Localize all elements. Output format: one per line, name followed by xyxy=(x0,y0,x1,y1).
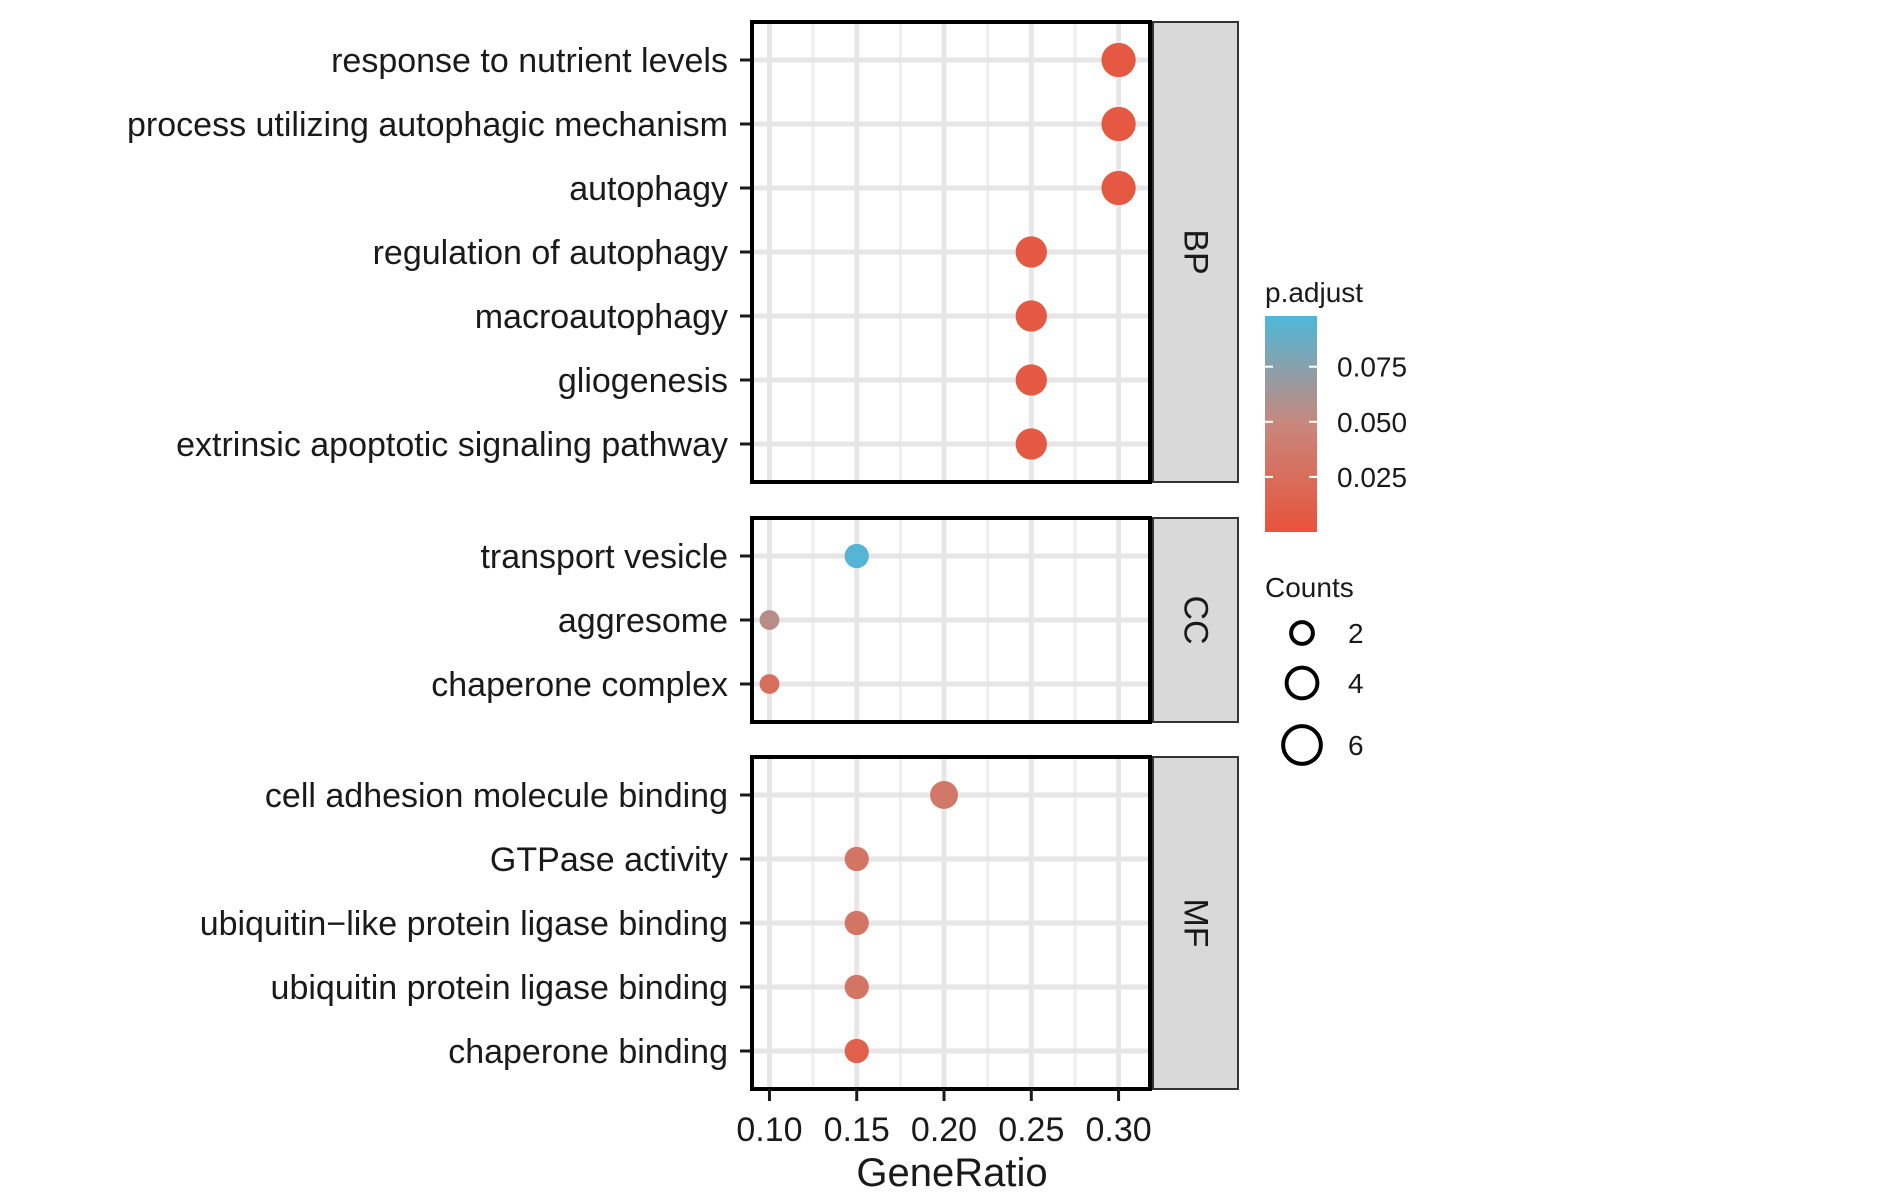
panel-border xyxy=(750,516,1152,724)
data-point xyxy=(930,781,959,809)
data-point xyxy=(1015,236,1047,268)
panel-border xyxy=(750,755,1152,1091)
panel-border xyxy=(750,20,1152,484)
facet-panel-cc: transport vesicle aggresome chaperone comp… xyxy=(431,516,1239,724)
facet-strip-label: MF xyxy=(1177,898,1215,947)
x-tick-label: 0.15 xyxy=(824,1111,890,1149)
data-point xyxy=(844,974,869,1000)
data-point xyxy=(1101,106,1136,142)
term-label: gliogenesis xyxy=(558,362,728,400)
facet-panel-bp: response to nutrient levels process utili… xyxy=(127,20,1239,484)
term-label: macroautophagy xyxy=(475,298,728,336)
term-label: extrinsic apoptotic signaling pathway xyxy=(176,426,728,464)
size-legend-circle xyxy=(1284,665,1320,701)
term-label: response to nutrient levels xyxy=(331,42,728,80)
data-point xyxy=(759,610,780,630)
size-legend-circle xyxy=(1281,724,1323,766)
facet-strip-label: BP xyxy=(1177,229,1215,274)
facet-strip xyxy=(1152,21,1239,483)
facet-strip xyxy=(1152,756,1239,1090)
color-legend-bar xyxy=(1265,316,1317,532)
data-point xyxy=(844,846,869,872)
color-legend-label: 0.075 xyxy=(1337,352,1407,383)
data-point xyxy=(1015,364,1047,396)
x-tick-label: 0.25 xyxy=(998,1111,1064,1149)
data-point xyxy=(1015,300,1047,332)
term-label: aggresome xyxy=(558,602,728,640)
facet-panel-mf: cell adhesion molecule binding GTPase act… xyxy=(200,755,1239,1091)
facet-strip xyxy=(1152,517,1239,723)
term-label: chaperone binding xyxy=(448,1033,728,1071)
data-point xyxy=(844,910,869,936)
term-label: transport vesicle xyxy=(480,538,728,576)
x-tick-label: 0.10 xyxy=(736,1111,802,1149)
size-legend-circle xyxy=(1289,620,1315,646)
term-label: ubiquitin−like protein ligase binding xyxy=(200,905,728,943)
size-legend-label: 6 xyxy=(1348,730,1364,761)
term-label: process utilizing autophagic mechanism xyxy=(127,106,728,144)
facet-strip-label: CC xyxy=(1177,595,1215,644)
color-legend-label: 0.025 xyxy=(1337,462,1407,493)
term-label: ubiquitin protein ligase binding xyxy=(271,969,728,1007)
data-point xyxy=(1015,428,1047,460)
size-legend-label: 2 xyxy=(1348,618,1364,649)
size-legend-title: Counts xyxy=(1265,572,1354,603)
data-point xyxy=(844,1038,869,1064)
data-point xyxy=(1101,170,1136,206)
term-label: cell adhesion molecule binding xyxy=(265,777,728,815)
term-label: chaperone complex xyxy=(431,666,728,704)
data-point xyxy=(844,543,869,569)
data-point xyxy=(1101,42,1136,78)
x-axis-title: GeneRatio xyxy=(856,1151,1047,1195)
term-label: autophagy xyxy=(569,170,728,208)
data-point xyxy=(759,674,780,694)
color-legend-title: p.adjust xyxy=(1265,277,1363,308)
size-legend-label: 4 xyxy=(1348,668,1364,699)
x-tick-label: 0.20 xyxy=(911,1111,977,1149)
term-label: regulation of autophagy xyxy=(373,234,728,272)
x-tick-label: 0.30 xyxy=(1085,1111,1151,1149)
color-legend-label: 0.050 xyxy=(1337,407,1407,438)
term-label: GTPase activity xyxy=(490,841,728,879)
